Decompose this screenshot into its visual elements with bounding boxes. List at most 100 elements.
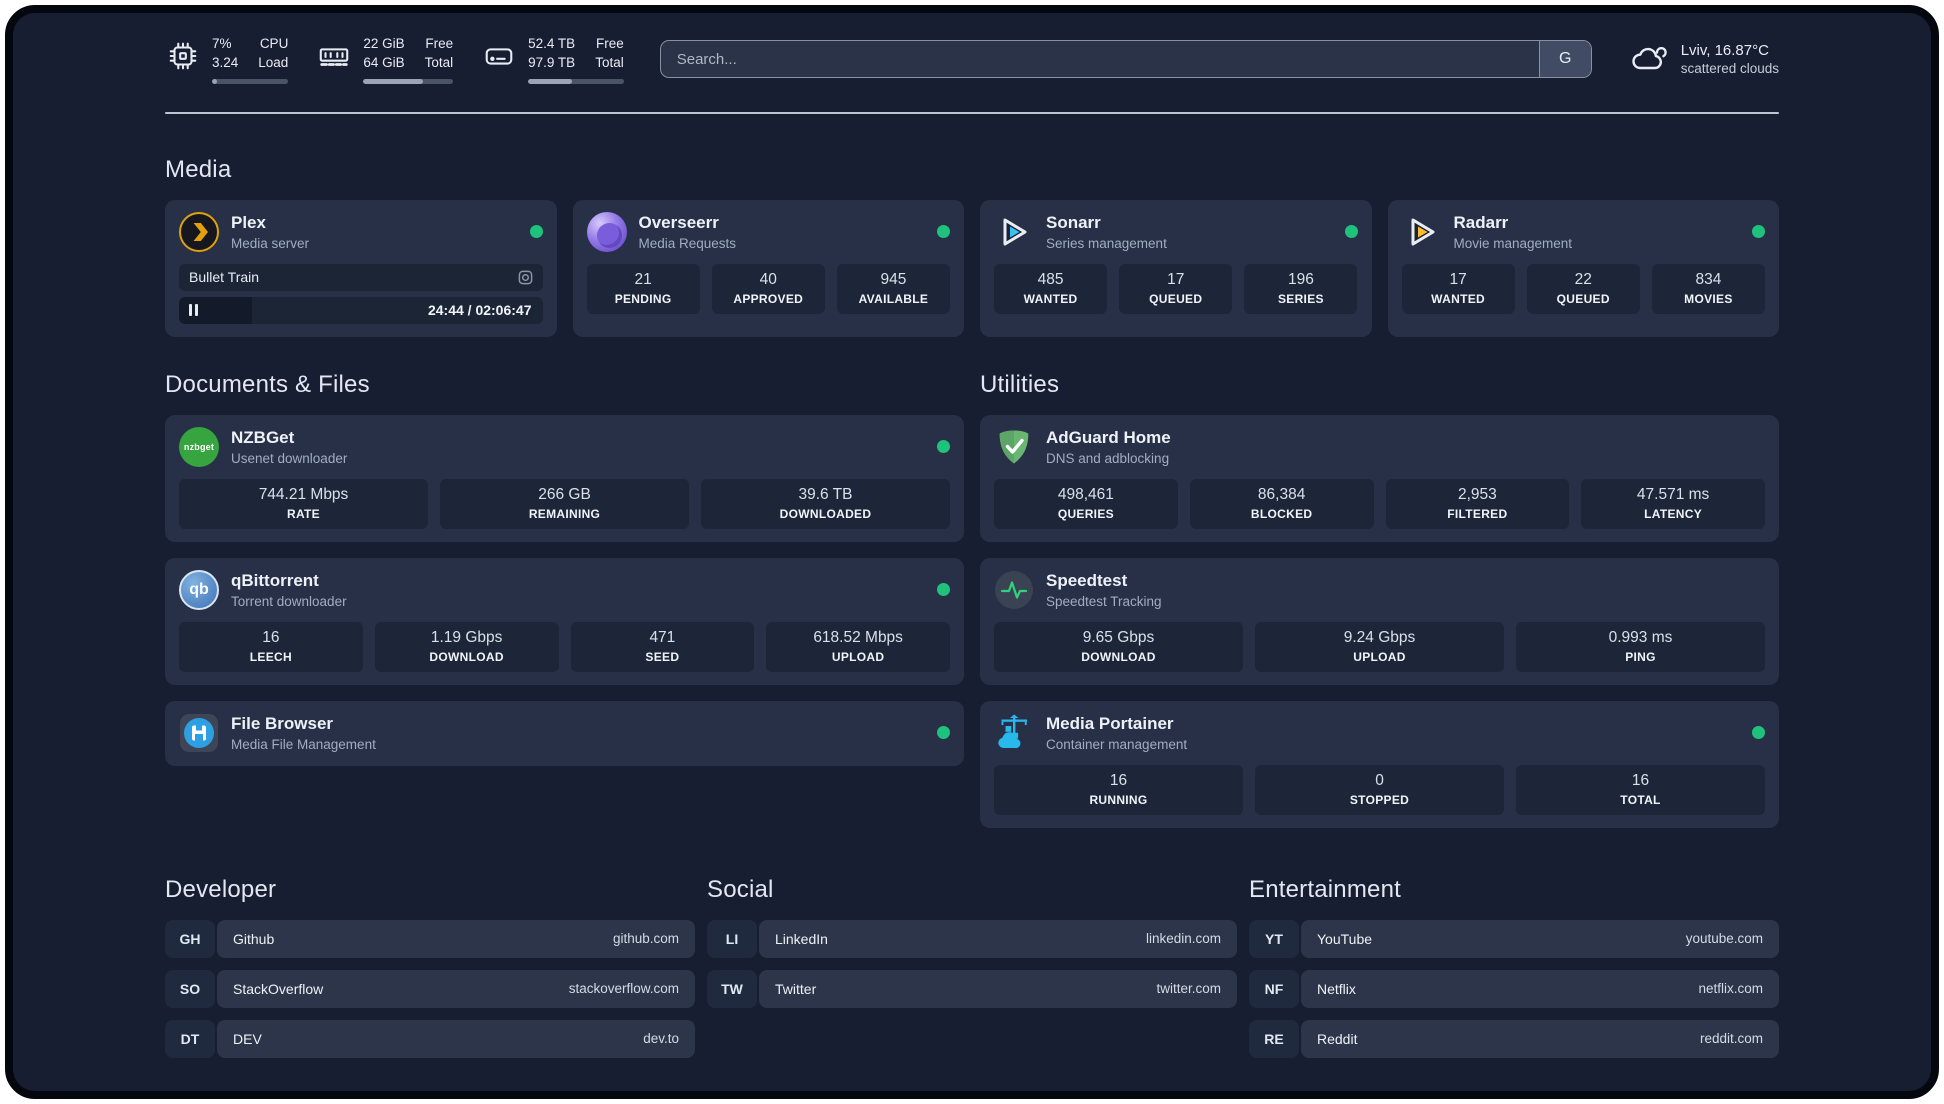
bookmark-name: Twitter: [775, 980, 817, 997]
app-card-overseerr[interactable]: Overseerr Media Requests 21 PENDING 40 A…: [572, 199, 964, 337]
bookmark-url: stackoverflow.com: [568, 981, 679, 997]
bookmark-abbr: TW: [707, 969, 757, 1008]
qbittorrent-icon: qb: [179, 569, 219, 610]
app-description: Series management: [1046, 235, 1167, 251]
app-card-speedtest[interactable]: Speedtest Speedtest Tracking 9.65 Gbps D…: [980, 557, 1779, 685]
bookmark-url: youtube.com: [1685, 931, 1763, 947]
nzbget-icon: nzbget: [179, 426, 219, 467]
pause-icon[interactable]: [189, 304, 192, 317]
status-dot: [1752, 726, 1765, 740]
cloud-icon: [1628, 39, 1668, 80]
bookmark-stackoverflow[interactable]: SO StackOverflow stackoverflow.com: [165, 969, 695, 1008]
bookmark-url: github.com: [612, 931, 679, 947]
app-card-adguard[interactable]: AdGuard Home DNS and adblocking 498,461 …: [980, 414, 1779, 542]
status-dot: [937, 726, 950, 740]
app-name: File Browser: [231, 713, 334, 733]
bookmark-name: DEV: [233, 1030, 262, 1047]
app-name: Media Portainer: [1046, 713, 1174, 733]
stat-tile: 266 GB REMAINING: [440, 478, 689, 529]
bookmark-abbr: GH: [165, 919, 215, 958]
app-card-qbittorrent[interactable]: qb qBittorrent Torrent downloader 16 LEE…: [165, 557, 964, 685]
bookmark-url: reddit.com: [1699, 1031, 1763, 1047]
app-description: Speedtest Tracking: [1046, 593, 1162, 609]
section-title-documents: Documents & Files: [165, 370, 370, 398]
stat-tile: 39.6 TB DOWNLOADED: [701, 478, 950, 529]
app-description: Usenet downloader: [231, 450, 348, 466]
app-description: Torrent downloader: [231, 593, 347, 609]
status-dot: [529, 225, 543, 239]
memory-icon: [316, 35, 352, 73]
disk-progress-bar: [528, 78, 624, 84]
app-card-portainer[interactable]: Media Portainer Container management 16 …: [980, 700, 1779, 828]
bookmark-reddit[interactable]: RE Reddit reddit.com: [1249, 1019, 1779, 1058]
app-name: Overseerr: [638, 212, 719, 232]
status-dot: [937, 583, 950, 597]
bookmark-name: Reddit: [1317, 1030, 1358, 1047]
stat-tile: 618.52 Mbps UPLOAD: [766, 621, 950, 672]
plex-icon: [179, 211, 219, 252]
speedtest-icon: [994, 570, 1034, 610]
stat-tile: 834 MOVIES: [1651, 263, 1765, 314]
status-dot: [937, 440, 950, 454]
cpu-chip-icon: [165, 35, 201, 73]
bookmark-linkedin[interactable]: LI LinkedIn linkedin.com: [707, 919, 1237, 958]
section-title-entertainment: Entertainment: [1249, 875, 1402, 903]
bookmark-dev[interactable]: DT DEV dev.to: [165, 1019, 695, 1058]
stat-tile: 17 WANTED: [1401, 263, 1515, 314]
bookmark-url: linkedin.com: [1145, 931, 1221, 947]
player-settings-icon[interactable]: [518, 270, 533, 285]
weather-widget[interactable]: Lviv, 16.87°C scattered clouds: [1628, 39, 1779, 80]
app-card-filebrowser[interactable]: File Browser Media File Management: [165, 700, 964, 766]
playback-progress-bar[interactable]: 24:44 / 02:06:47: [179, 296, 543, 324]
stat-tile: 498,461 QUERIES: [994, 478, 1178, 529]
bookmark-twitter[interactable]: TW Twitter twitter.com: [707, 969, 1237, 1008]
stat-tile: 40 APPROVED: [711, 263, 825, 314]
search-bar: G: [659, 40, 1592, 79]
app-name: Radarr: [1453, 212, 1509, 232]
disk-total-label: Total: [595, 54, 624, 70]
header-divider: [165, 111, 1779, 114]
cpu-monitor: 7% 3.24 CPU Load: [165, 35, 289, 84]
stat-tile: 21 PENDING: [586, 263, 700, 314]
now-playing-title: Bullet Train: [189, 269, 260, 286]
bookmark-name: Github: [233, 930, 275, 947]
cpu-load-value: 3.24: [212, 54, 239, 70]
radarr-icon: [1402, 212, 1442, 252]
app-name: Sonarr: [1046, 212, 1101, 232]
app-card-plex[interactable]: Plex Media server Bullet Train: [165, 199, 557, 337]
bookmark-name: YouTube: [1317, 930, 1373, 947]
app-card-radarr[interactable]: Radarr Movie management 17 WANTED 22 QUE…: [1387, 199, 1779, 337]
status-dot: [937, 225, 950, 239]
stat-tile: 0 STOPPED: [1255, 764, 1504, 815]
bookmark-youtube[interactable]: YT YouTube youtube.com: [1249, 919, 1779, 958]
stat-tile: 16 LEECH: [179, 621, 363, 672]
search-engine-button[interactable]: G: [1538, 41, 1591, 78]
search-input[interactable]: [660, 41, 1539, 78]
stat-tile: 22 QUEUED: [1526, 263, 1640, 314]
memory-total-label: Total: [424, 54, 454, 70]
stat-tile: 0.993 ms PING: [1516, 621, 1765, 672]
app-description: Media Requests: [638, 235, 737, 251]
sonarr-icon: [994, 212, 1034, 252]
filebrowser-icon: [179, 713, 219, 753]
bookmark-github[interactable]: GH Github github.com: [165, 919, 695, 958]
playback-elapsed: [179, 296, 252, 324]
topbar: 7% 3.24 CPU Load: [165, 35, 1779, 84]
stat-tile: 2,953 FILTERED: [1385, 478, 1570, 529]
stat-tile: 17 QUEUED: [1119, 263, 1233, 314]
disk-free-value: 52.4 TB: [528, 36, 576, 51]
dashboard-window: 7% 3.24 CPU Load: [5, 5, 1939, 1099]
app-card-nzbget[interactable]: nzbget NZBGet Usenet downloader 744.21 M…: [165, 414, 964, 542]
stat-tile: 1.19 Gbps DOWNLOAD: [374, 621, 559, 672]
app-description: Media File Management: [231, 736, 376, 752]
bookmark-netflix[interactable]: NF Netflix netflix.com: [1249, 969, 1779, 1008]
section-title-utilities: Utilities: [980, 370, 1060, 398]
weather-condition: scattered clouds: [1680, 61, 1779, 77]
app-description: DNS and adblocking: [1046, 450, 1170, 466]
bookmark-name: StackOverflow: [233, 980, 324, 997]
app-name: AdGuard Home: [1046, 427, 1171, 447]
bookmark-abbr: NF: [1249, 969, 1299, 1008]
app-card-sonarr[interactable]: Sonarr Series management 485 WANTED 17 Q…: [980, 199, 1372, 337]
cpu-usage-value: 7%: [212, 36, 232, 51]
stat-tile: 744.21 Mbps RATE: [179, 478, 428, 529]
